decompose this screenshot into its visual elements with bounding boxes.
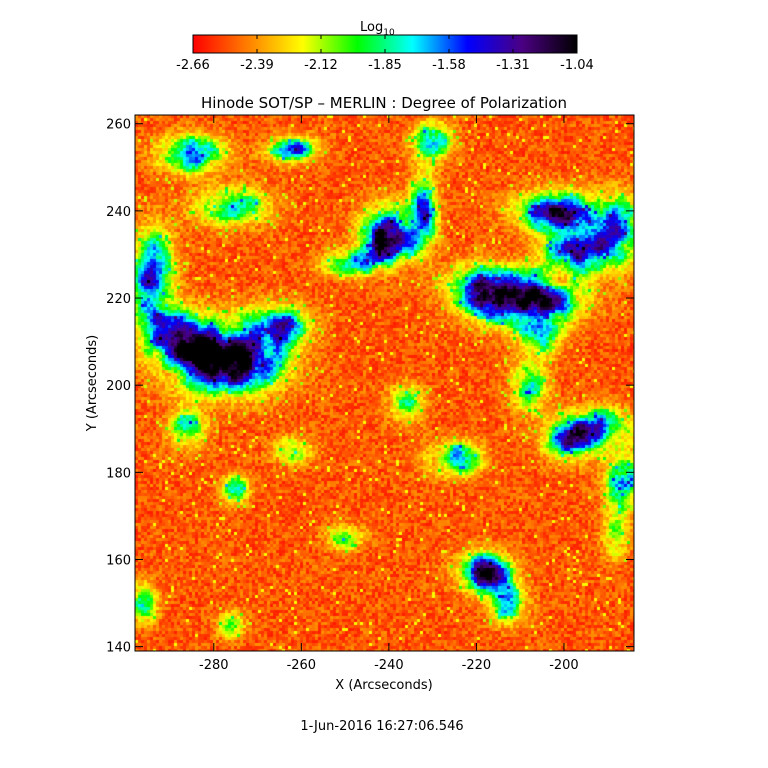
y-tick-label: 140 [106,641,131,656]
plot-frame [134,114,635,652]
x-tick-label: -220 [462,658,492,673]
x-tick-label: -260 [287,658,317,673]
colorbar-title-subscript: 10 [383,28,395,38]
chart-title: Hinode SOT/SP – MERLIN : Degree of Polar… [201,94,567,112]
x-tick-label: -280 [199,658,229,673]
colorbar-tick-label: -1.04 [560,58,594,73]
colorbar-tick-label: -1.31 [496,58,530,73]
y-tick-label: 180 [106,466,131,481]
colorbar-tick-label: -2.39 [240,58,274,73]
heatmap [134,114,635,652]
x-tick-label: -200 [549,658,579,673]
colorbar-tick-label: -2.66 [176,58,210,73]
colorbar: Log10 -2.66 -2.39 -2.12 -1.85 -1.58 -1.31 -1.0… [176,20,594,73]
x-axis-label: X (Arcseconds) [335,678,432,693]
y-tick-label: 260 [106,118,131,133]
y-tick-label: 160 [106,553,131,568]
y-tick-label: 220 [106,292,131,307]
colorbar-title: Log10 [360,20,395,38]
colorbar-tick-label: -1.58 [432,58,466,73]
x-axis: -280 -260 -240 -220 -200 [199,115,579,673]
y-axis-label: Y (Arcseconds) [85,335,100,432]
timestamp: 1-Jun-2016 16:27:06.546 [300,719,463,734]
y-tick-label: 240 [106,205,131,220]
x-tick-label: -240 [374,658,404,673]
y-axis: 140 160 180 200 220 240 260 [106,118,634,656]
heatmap-canvas [135,115,634,651]
colorbar-ticks: -2.66 -2.39 -2.12 -1.85 -1.58 -1.31 -1.04 [176,35,594,73]
y-tick-label: 200 [106,379,131,394]
colorbar-tick-label: -1.85 [368,58,402,73]
colorbar-tick-label: -2.12 [304,58,338,73]
